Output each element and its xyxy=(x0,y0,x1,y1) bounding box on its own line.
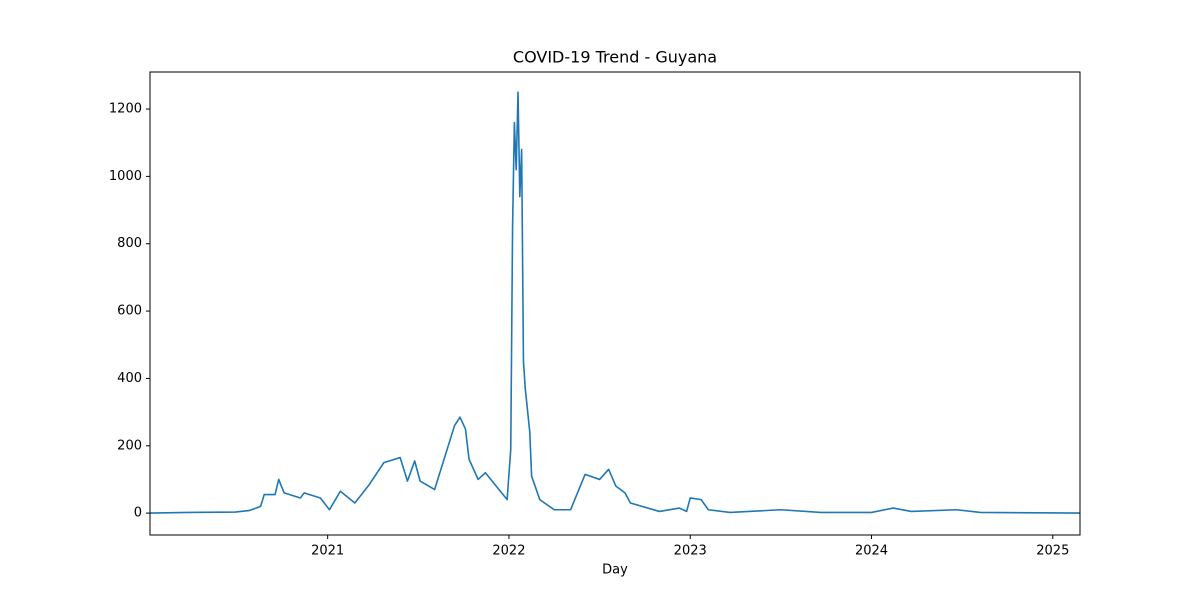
y-tick-label: 400 xyxy=(117,371,142,386)
y-tick-label: 1000 xyxy=(109,169,142,184)
y-tick-label: 200 xyxy=(117,438,142,453)
x-axis-label: Day xyxy=(602,563,628,578)
x-tick-label: 2024 xyxy=(855,544,888,559)
x-tick-label: 2022 xyxy=(492,544,525,559)
x-tick-label: 2021 xyxy=(311,544,344,559)
y-tick-label: 600 xyxy=(117,304,142,319)
plot-frame xyxy=(149,71,1081,536)
y-tick-label: 1200 xyxy=(109,102,142,117)
data-line xyxy=(149,91,1081,514)
chart-title: COVID-19 Trend - Guyana xyxy=(513,48,717,67)
x-tick-label: 2025 xyxy=(1036,544,1069,559)
y-tick-label: 0 xyxy=(134,506,142,521)
y-tick-label: 800 xyxy=(117,236,142,251)
x-tick-label: 2023 xyxy=(674,544,707,559)
